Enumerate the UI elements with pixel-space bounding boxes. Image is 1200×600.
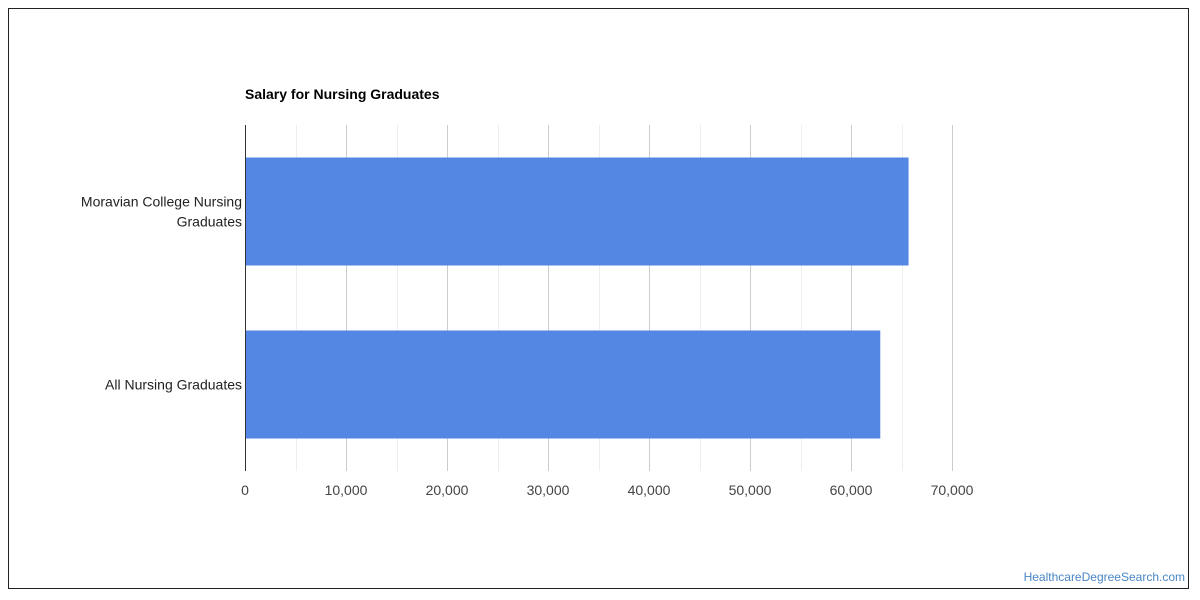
- x-tick-label: 50,000: [729, 482, 772, 498]
- source-credit[interactable]: HealthcareDegreeSearch.com: [1023, 570, 1185, 584]
- x-tick-label: 10,000: [325, 482, 368, 498]
- chart-title: Salary for Nursing Graduates: [245, 86, 440, 102]
- x-tick-label: 0: [241, 482, 249, 498]
- category-label: All Nursing Graduates: [105, 377, 242, 393]
- x-tick-label: 30,000: [527, 482, 570, 498]
- x-tick-label: 40,000: [628, 482, 671, 498]
- category-labels: Moravian College Nursing Graduates All Nur…: [81, 194, 242, 393]
- x-tick-labels: 0 10,000 20,000 30,000 40,000 50,000 60,000 70,…: [241, 482, 974, 498]
- x-tick-label: 60,000: [830, 482, 873, 498]
- bar[interactable]: [245, 157, 909, 266]
- bar[interactable]: [245, 330, 881, 439]
- bars: [245, 157, 909, 439]
- category-label: Moravian College Nursing Graduates: [81, 194, 242, 230]
- x-tick-label: 20,000: [426, 482, 469, 498]
- x-tick-label: 70,000: [931, 482, 974, 498]
- chart-frame: [8, 8, 1189, 589]
